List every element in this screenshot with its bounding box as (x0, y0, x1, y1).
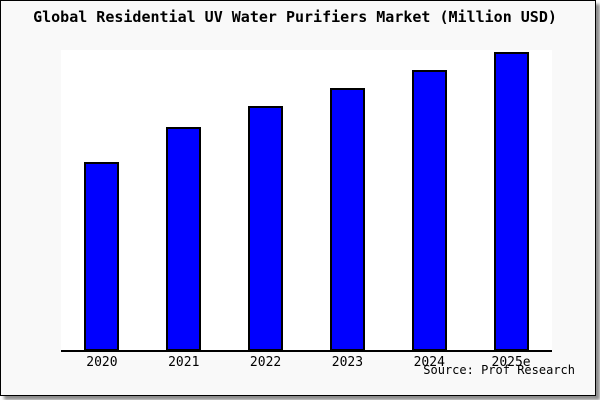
chart-title: Global Residential UV Water Purifiers Ma… (33, 8, 557, 26)
bar-2024 (411, 70, 447, 351)
bar-2022 (248, 106, 284, 351)
x-tick-label-2022: 2022 (249, 355, 282, 370)
bar-2020 (84, 162, 120, 351)
x-tick-label-2024: 2024 (413, 355, 445, 370)
plot-area (61, 50, 552, 351)
x-tick-label-2023: 2023 (331, 355, 364, 370)
x-tick-label-2020: 2020 (86, 355, 118, 370)
bar-2023 (329, 88, 365, 351)
source-label: Source: Prof Research (423, 363, 575, 377)
x-axis-line (61, 350, 552, 352)
bar-2021 (166, 127, 202, 351)
x-tick-label-2021: 2021 (168, 355, 200, 370)
bar-2025e (493, 52, 529, 351)
x-tick-label-2025e: 2025e (491, 355, 531, 370)
